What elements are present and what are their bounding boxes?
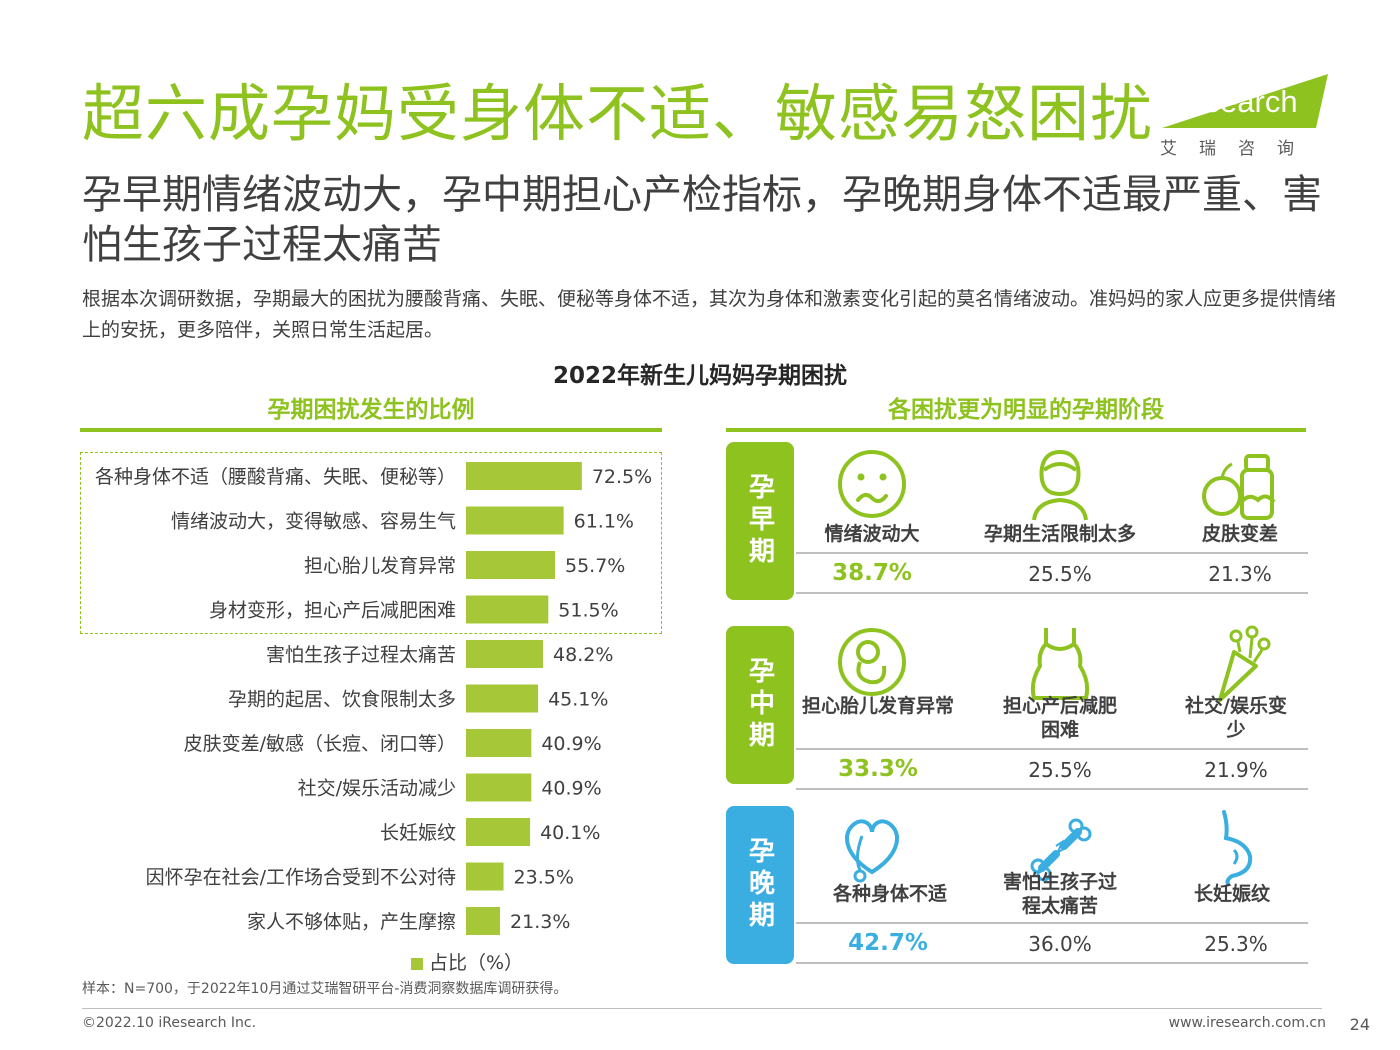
value-label: 21.3% bbox=[510, 911, 570, 933]
chart-legend: 占比（%） bbox=[411, 948, 523, 975]
stage-mid-item-1-value: 33.3% bbox=[838, 756, 918, 782]
page-title: 超六成孕妈受身体不适、敏感易怒困扰 bbox=[82, 77, 1154, 150]
bar-chart: 各种身体不适（腰酸背痛、失眠、便秘等） 72.5% 情绪波动大，变得敏感、容易生气 6… bbox=[95, 462, 652, 935]
bar bbox=[466, 684, 539, 713]
divider bbox=[796, 552, 1308, 554]
stage-early-item-1-value: 38.7% bbox=[832, 560, 912, 586]
stage-early: 孕早期 bbox=[726, 442, 794, 600]
stage-mid-item-2-label: 担心产后减肥困难 bbox=[1002, 695, 1117, 741]
footnote: 样本：N=700，于2022年10月通过艾瑞智研平台-消费洞察数据库调研获得。 bbox=[82, 981, 568, 997]
stage-early-item-3-label: 皮肤变差 bbox=[1201, 523, 1278, 545]
legend-label: 占比（%） bbox=[429, 952, 524, 974]
value-label: 61.1% bbox=[574, 511, 634, 533]
heart-stethoscope-icon bbox=[844, 819, 900, 883]
legend-swatch bbox=[411, 957, 423, 970]
stage-early-item-3-value: 21.3% bbox=[1208, 562, 1272, 586]
left-section-divider bbox=[80, 428, 662, 432]
stage-late-item-1-label: 各种身体不适 bbox=[832, 883, 947, 905]
stage-mid: 孕中期 bbox=[726, 626, 794, 784]
category-label: 孕期的起居、饮食限制太多 bbox=[228, 689, 456, 711]
logo-brand: iResearch bbox=[1158, 84, 1298, 119]
value-label: 72.5% bbox=[592, 466, 652, 488]
stage-early-item-1-label: 情绪波动大 bbox=[824, 523, 920, 545]
category-label: 担心胎儿发育异常 bbox=[304, 555, 456, 577]
category-label: 各种身体不适（腰酸背痛、失眠、便秘等） bbox=[95, 466, 456, 488]
category-label: 长妊娠纹 bbox=[380, 822, 456, 844]
stage-mid-item-1-label: 担心胎儿发育异常 bbox=[801, 695, 954, 717]
page-subtitle: 孕早期情绪波动大，孕中期担心产检指标，孕晚期身体不适最严重、害怕生孩子过程太痛苦 bbox=[82, 172, 1322, 268]
value-label: 48.2% bbox=[553, 644, 613, 666]
stage-early-item-2-label: 孕期生活限制太多 bbox=[983, 523, 1136, 545]
stage-late-item-1-value: 42.7% bbox=[848, 930, 928, 956]
stage-late-item-2-value: 36.0% bbox=[1028, 932, 1092, 956]
divider bbox=[796, 788, 1308, 790]
category-label: 皮肤变差/敏感（长痘、闭口等） bbox=[184, 733, 456, 755]
description-text: 根据本次调研数据，孕期最大的困扰为腰酸背痛、失眠、便秘等身体不适，其次为身体和激… bbox=[82, 288, 1337, 341]
stage-mid-item-3-value: 21.9% bbox=[1204, 758, 1268, 782]
sad-face-icon bbox=[838, 450, 906, 518]
bar bbox=[466, 640, 544, 668]
bar bbox=[466, 773, 532, 802]
stage-late-item-2-label: 害怕生孩子过程太痛苦 bbox=[1002, 871, 1117, 917]
bar bbox=[466, 595, 549, 624]
copyright: ©2022.10 iResearch Inc. bbox=[82, 1015, 257, 1031]
stage-late-item-3-value: 25.3% bbox=[1204, 932, 1268, 956]
stage-mid-item-2-value: 25.5% bbox=[1028, 758, 1092, 782]
highlight-box bbox=[80, 452, 662, 634]
category-label: 身材变形，担心产后减肥困难 bbox=[209, 600, 456, 622]
divider bbox=[796, 962, 1308, 964]
pregnant-woman-icon bbox=[1032, 449, 1088, 521]
right-section-divider bbox=[726, 428, 1306, 432]
website-link[interactable]: www.iresearch.com.cn bbox=[1168, 1015, 1326, 1031]
pregnant-belly-icon bbox=[1222, 810, 1253, 886]
party-popper-icon bbox=[1218, 625, 1271, 702]
stage-late: 孕晚期 bbox=[726, 806, 794, 964]
value-label: 55.7% bbox=[565, 555, 625, 577]
chart-main-title: 2022年新生儿妈妈孕期困扰 bbox=[552, 363, 847, 389]
stage-mid-item-3-label: 社交/娱乐变少 bbox=[1185, 695, 1287, 741]
bar bbox=[466, 729, 532, 757]
maternity-dress-icon bbox=[1030, 628, 1090, 700]
category-label: 害怕生孩子过程太痛苦 bbox=[266, 644, 456, 666]
skincare-products-icon bbox=[1202, 454, 1276, 520]
bar bbox=[466, 907, 501, 935]
divider bbox=[796, 592, 1308, 594]
category-label: 情绪波动大，变得敏感、容易生气 bbox=[171, 511, 456, 533]
bar bbox=[466, 818, 531, 846]
bar bbox=[466, 506, 564, 535]
page-number: 24 bbox=[1349, 1015, 1370, 1034]
divider bbox=[796, 748, 1308, 750]
value-label: 51.5% bbox=[558, 600, 618, 622]
broken-bone-icon bbox=[1030, 818, 1092, 882]
value-label: 23.5% bbox=[514, 867, 574, 889]
left-section-title: 孕期困扰发生的比例 bbox=[267, 397, 475, 423]
divider bbox=[796, 922, 1308, 924]
fetus-icon bbox=[838, 628, 906, 696]
bar bbox=[466, 862, 504, 891]
footer-divider bbox=[82, 1008, 1322, 1009]
stage-late-item-3-label: 长妊娠纹 bbox=[1193, 883, 1270, 905]
category-label: 社交/娱乐活动减少 bbox=[298, 778, 456, 800]
value-label: 45.1% bbox=[548, 689, 608, 711]
value-label: 40.1% bbox=[540, 822, 600, 844]
iresearch-logo: iResearch 艾瑞咨询 bbox=[1158, 74, 1330, 164]
bar bbox=[466, 551, 556, 579]
category-label: 因怀孕在社会/工作场合受到不公对待 bbox=[146, 867, 456, 889]
value-label: 40.9% bbox=[541, 733, 601, 755]
right-section-title: 各困扰更为明显的孕期阶段 bbox=[888, 397, 1164, 423]
logo-subtitle: 艾瑞咨询 bbox=[1160, 139, 1316, 159]
bar bbox=[466, 462, 582, 490]
stage-early-item-2-value: 25.5% bbox=[1028, 562, 1092, 586]
category-label: 家人不够体贴，产生摩擦 bbox=[247, 911, 456, 933]
value-label: 40.9% bbox=[541, 778, 601, 800]
